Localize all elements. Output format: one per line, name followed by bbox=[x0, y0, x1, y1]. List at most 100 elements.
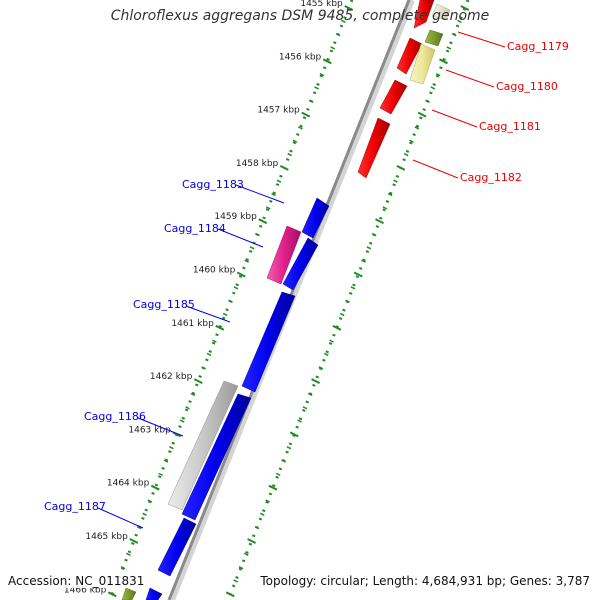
inner-tick-mark bbox=[319, 72, 325, 77]
gene-feature-blue-bottom bbox=[145, 587, 163, 600]
outer-tick-mark bbox=[243, 552, 249, 556]
gene-label-cagg-1179: Cagg_1179 bbox=[507, 40, 569, 53]
outer-tick-mark bbox=[307, 392, 313, 397]
inner-tick-mark bbox=[126, 552, 131, 556]
outer-tick-mark bbox=[435, 72, 441, 77]
inner-tick-mark bbox=[276, 179, 282, 183]
gene-label-cagg-1187: Cagg_1187 bbox=[44, 500, 106, 513]
inner-tick-mark bbox=[169, 446, 174, 450]
gene-label-cagg-1183: Cagg_1183 bbox=[182, 178, 244, 191]
accession-text: Accession: NC_011831 bbox=[8, 574, 145, 588]
outer-tick-mark bbox=[375, 218, 384, 225]
inner-tick-mark bbox=[215, 324, 225, 331]
outer-tick-mark bbox=[289, 431, 299, 438]
inner-tick-mark bbox=[271, 192, 276, 197]
inner-tick-mark bbox=[341, 19, 346, 23]
outer-tick-mark bbox=[446, 46, 452, 50]
inner-tick-mark bbox=[244, 259, 249, 263]
tick-label: 1459 kbp bbox=[214, 212, 257, 222]
outer-tick-mark bbox=[457, 19, 462, 23]
inner-tick-mark bbox=[335, 32, 341, 37]
outer-tick-mark bbox=[268, 484, 278, 491]
tick-label: 1465 kbp bbox=[85, 532, 128, 542]
inner-tick-mark bbox=[258, 218, 268, 225]
outer-tick-mark bbox=[329, 339, 334, 343]
tick-label: 1458 kbp bbox=[236, 159, 279, 169]
inner-tick-mark bbox=[147, 499, 153, 503]
outer-tick-mark bbox=[332, 324, 342, 331]
gene-feature-cagg-1186 bbox=[181, 393, 252, 521]
inner-tick-mark bbox=[233, 286, 239, 290]
gene-label-cagg-1181: Cagg_1181 bbox=[479, 120, 541, 133]
gene-feature-cagg-1185 bbox=[241, 291, 296, 393]
leader-cagg-1186 bbox=[137, 417, 184, 437]
outer-tick-mark bbox=[460, 5, 470, 11]
inner-tick-mark bbox=[172, 431, 182, 438]
outer-tick-mark bbox=[417, 111, 427, 118]
outer-tick-mark bbox=[387, 192, 393, 197]
tick-label: 1466 kbp bbox=[64, 585, 107, 595]
outer-dotted-ring bbox=[226, 0, 470, 600]
inner-tick-mark bbox=[298, 126, 303, 130]
inner-tick-mark bbox=[201, 366, 206, 370]
tick-label: 1462 kbp bbox=[150, 372, 193, 382]
inner-tick-mark bbox=[222, 312, 228, 317]
leader-cagg-1183 bbox=[235, 184, 285, 204]
inner-tick-mark bbox=[330, 46, 335, 50]
inner-tick-mark bbox=[322, 58, 332, 65]
gene-feature-cagg-1181 bbox=[379, 79, 408, 115]
outer-tick-mark bbox=[318, 366, 324, 370]
leader-cagg-1179 bbox=[457, 31, 506, 48]
gene-feature-cagg-1184-partner bbox=[282, 237, 319, 291]
tick-label: 1457 kbp bbox=[257, 106, 300, 116]
inner-tick-mark bbox=[287, 152, 292, 157]
outer-tick-mark bbox=[281, 459, 286, 463]
gene-feature-olive-bottom bbox=[121, 587, 137, 600]
gene-feature-red-1179 bbox=[396, 37, 423, 75]
outer-tick-mark bbox=[353, 271, 363, 278]
inner-tick-mark bbox=[279, 165, 289, 171]
outer-tick-mark bbox=[259, 512, 265, 517]
outer-tick-mark bbox=[323, 352, 329, 357]
leader-cagg-1185 bbox=[185, 305, 231, 323]
map-title: Chloroflexus aggregans DSM 9485, complet… bbox=[110, 8, 490, 24]
inner-tick-mark bbox=[228, 299, 233, 303]
gene-feature-grey bbox=[167, 380, 239, 511]
outer-tick-mark bbox=[297, 419, 302, 423]
outer-tick-mark bbox=[254, 526, 260, 530]
inner-tick-mark bbox=[314, 86, 319, 90]
leader-cagg-1180 bbox=[445, 69, 495, 88]
outer-tick-mark bbox=[339, 312, 345, 317]
outer-tick-mark bbox=[275, 472, 281, 477]
outer-tick-mark bbox=[396, 165, 406, 171]
inner-tick-mark bbox=[255, 232, 260, 237]
tick-labels: 1455 kbp 1456 kbp 1457 kbp 1458 kbp 1459 kbp… bbox=[64, 0, 343, 595]
outer-tick-mark bbox=[430, 86, 436, 90]
outer-tick-mark bbox=[225, 591, 235, 598]
inner-tick-mark bbox=[120, 565, 126, 570]
inner-tick-mark bbox=[179, 419, 185, 423]
gene-feature-cagg-1183 bbox=[301, 197, 330, 239]
gene-label-cagg-1186: Cagg_1186 bbox=[84, 410, 146, 423]
tick-label: 1456 kbp bbox=[279, 52, 322, 62]
leader-cagg-1182 bbox=[412, 159, 459, 179]
gene-feature-cagg-1184 bbox=[266, 225, 302, 285]
gene-feature-cagg-1187 bbox=[157, 517, 197, 577]
outer-tick-mark bbox=[414, 126, 420, 130]
tick-label: 1461 kbp bbox=[171, 319, 214, 329]
gene-label-cagg-1184: Cagg_1184 bbox=[164, 222, 226, 235]
inner-tick-mark bbox=[212, 339, 217, 343]
tick-label: 1463 kbp bbox=[128, 425, 171, 435]
inner-tick-mark bbox=[308, 99, 314, 103]
leader-cagg-1181 bbox=[431, 109, 478, 128]
gene-feature-beige-top bbox=[431, 3, 451, 21]
inner-tick-mark bbox=[193, 378, 203, 384]
inner-tick-mark bbox=[265, 206, 271, 210]
outer-tick-mark bbox=[361, 259, 366, 263]
inner-tick-mark bbox=[249, 246, 255, 250]
inner-tick-mark bbox=[150, 484, 160, 491]
inner-tick-mark bbox=[292, 139, 298, 143]
tick-label: 1460 kbp bbox=[193, 266, 236, 276]
outer-tick-mark bbox=[439, 58, 448, 65]
